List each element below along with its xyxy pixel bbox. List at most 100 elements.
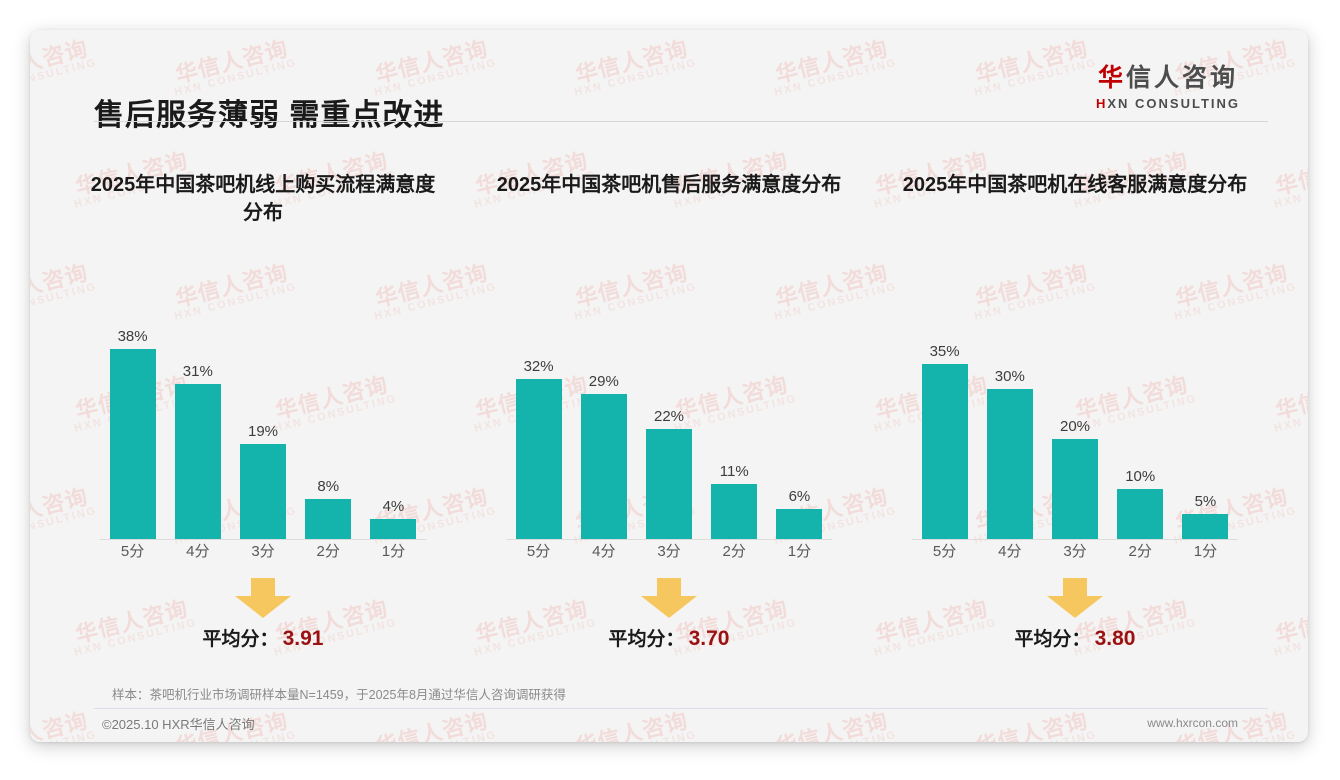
logo-english-text: HXN CONSULTING	[1068, 96, 1268, 111]
average-score-value: 3.70	[688, 627, 730, 650]
chart-plot-area: 32% 29% 22% 11% 6% 5分 4分 3分 2分 1分	[506, 318, 832, 560]
average-score-line: 平均分： 3.91	[60, 624, 466, 651]
average-score-label: 平均分：	[202, 629, 279, 650]
bar-item[interactable]: 35%	[912, 339, 977, 539]
average-score-value: 3.91	[282, 627, 324, 650]
average-score-line: 平均分： 3.70	[466, 624, 872, 651]
chart-title: 2025年中国茶吧机售后服务满意度分布	[496, 174, 842, 196]
logo-cn-accent: 华	[1097, 64, 1126, 92]
bar-item[interactable]: 38%	[100, 328, 165, 539]
page-title: 售后服务薄弱 需重点改进	[94, 99, 445, 132]
x-axis-tick-label: 5分	[932, 543, 957, 560]
website-url: www.hxrcon.com	[1147, 716, 1238, 730]
bar-value-label: 20%	[1059, 418, 1091, 435]
bar-rect[interactable]	[174, 384, 221, 539]
bar-series: 38% 31% 19% 8% 4%	[100, 328, 426, 540]
x-axis-tick-label: 3分	[1063, 543, 1087, 560]
bar-item[interactable]: 11%	[702, 339, 767, 539]
bar-value-label: 38%	[117, 328, 148, 345]
x-axis-tick-label: 1分	[1193, 543, 1218, 560]
chart-panel-2: 2025年中国茶吧机售后服务满意度分布 32% 29% 22% 11% 6% 5分 4分 3分 2…	[466, 150, 872, 670]
chart-plot-area: 35% 30% 20% 10% 5% 5分 4分 3分 2分 1分	[912, 318, 1238, 560]
bar-rect[interactable]	[1182, 514, 1229, 539]
bar-rect[interactable]	[109, 349, 156, 539]
x-axis-tick-label: 3分	[657, 543, 681, 560]
average-score-value: 3.80	[1094, 627, 1136, 650]
bar-rect[interactable]	[240, 444, 286, 539]
bar-rect[interactable]	[305, 499, 352, 539]
bar-series: 32% 29% 22% 11% 6%	[506, 339, 832, 540]
chart-panel-3: 2025年中国茶吧机在线客服满意度分布 35% 30% 20% 10% 5% 5分 4分 3分 2…	[872, 150, 1278, 670]
bar-item[interactable]: 29%	[571, 339, 636, 539]
charts-row: 2025年中国茶吧机线上购买流程满意度分布 38% 31% 19% 8% 4% 5分 4分 3分…	[60, 150, 1278, 670]
down-arrow-icon	[641, 578, 697, 618]
header-divider	[94, 121, 1268, 122]
x-axis: 5分 4分 3分 2分 1分	[100, 540, 426, 561]
bar-value-label: 31%	[182, 363, 213, 380]
logo-cn-rest: 信人咨询	[1126, 64, 1239, 92]
bar-series: 35% 30% 20% 10% 5%	[912, 339, 1238, 540]
logo-chinese-text: 华信人咨询	[1068, 58, 1268, 94]
bar-rect[interactable]	[515, 379, 562, 539]
bar-item[interactable]: 19%	[230, 339, 295, 539]
chart-plot-area: 38% 31% 19% 8% 4% 5分 4分 3分 2分 1分	[100, 318, 426, 560]
bar-rect[interactable]	[646, 429, 692, 539]
average-score-block: 平均分： 3.70	[466, 578, 872, 651]
bar-rect[interactable]	[1052, 439, 1098, 539]
bar-item[interactable]: 4%	[361, 339, 426, 539]
x-axis-tick-label: 3分	[251, 543, 275, 560]
bar-item[interactable]: 8%	[296, 339, 361, 539]
slide-header: 售后服务薄弱 需重点改进 华信人咨询 HXN CONSULTING	[30, 30, 1308, 132]
bar-item[interactable]: 5%	[1173, 339, 1238, 539]
bar-value-label: 29%	[588, 373, 619, 390]
x-axis-tick-label: 5分	[526, 543, 551, 560]
x-axis-tick-label: 2分	[316, 543, 340, 560]
average-score-line: 平均分： 3.80	[872, 624, 1278, 651]
bar-value-label: 32%	[523, 358, 554, 375]
bar-item[interactable]: 6%	[767, 339, 832, 539]
copyright-text: ©2025.10 HXR华信人咨询	[102, 717, 255, 732]
chart-title: 2025年中国茶吧机在线客服满意度分布	[902, 174, 1248, 196]
bar-item[interactable]: 20%	[1042, 339, 1107, 539]
average-score-label: 平均分：	[608, 629, 685, 650]
sample-note: 样本：茶吧机行业市场调研样本量N=1459，于2025年8月通过华信人咨询调研获…	[112, 688, 566, 702]
x-axis-tick-label: 1分	[787, 543, 812, 560]
bar-value-label: 30%	[994, 368, 1025, 385]
bar-item[interactable]: 30%	[977, 339, 1042, 539]
slide-footer: ©2025.10 HXR华信人咨询 www.hxrcon.com	[30, 714, 1308, 742]
bar-value-label: 10%	[1125, 468, 1156, 485]
chart-title: 2025年中国茶吧机线上购买流程满意度分布	[90, 174, 436, 224]
bar-rect[interactable]	[711, 484, 758, 539]
bar-value-label: 6%	[788, 488, 811, 505]
bar-value-label: 35%	[929, 343, 960, 360]
bar-item[interactable]: 31%	[165, 339, 230, 539]
average-score-label: 平均分：	[1014, 629, 1091, 650]
bar-value-label: 4%	[382, 498, 405, 515]
logo-en-accent: H	[1095, 96, 1108, 111]
average-score-block: 平均分： 3.80	[872, 578, 1278, 651]
logo-en-rest: XN CONSULTING	[1107, 96, 1241, 111]
bar-rect[interactable]	[1117, 489, 1164, 539]
brand-logo: 华信人咨询 HXN CONSULTING	[1068, 58, 1268, 111]
slide-card: 华信人咨询 HXN CONSULTING 华信人咨询 HXN CONSULTING华信…	[30, 30, 1308, 742]
bar-item[interactable]: 10%	[1108, 339, 1173, 539]
bar-rect[interactable]	[776, 509, 823, 539]
down-arrow-icon	[235, 578, 291, 618]
x-axis-tick-label: 4分	[186, 543, 210, 560]
chart-panel-1: 2025年中国茶吧机线上购买流程满意度分布 38% 31% 19% 8% 4% 5分 4分 3分…	[60, 150, 466, 670]
bar-item[interactable]: 32%	[506, 339, 571, 539]
bar-rect[interactable]	[370, 519, 417, 539]
bar-rect[interactable]	[921, 364, 968, 539]
x-axis-tick-label: 2分	[1128, 543, 1152, 560]
bar-rect[interactable]	[580, 394, 627, 539]
bar-item[interactable]: 22%	[636, 339, 701, 539]
bar-value-label: 5%	[1194, 493, 1217, 510]
bar-value-label: 19%	[247, 423, 279, 440]
bar-rect[interactable]	[986, 389, 1033, 539]
bar-value-label: 22%	[653, 408, 685, 425]
bar-value-label: 8%	[317, 478, 340, 495]
average-score-block: 平均分： 3.91	[60, 578, 466, 651]
x-axis-tick-label: 1分	[381, 543, 406, 560]
bar-value-label: 11%	[719, 463, 749, 480]
x-axis-tick-label: 5分	[120, 543, 145, 560]
